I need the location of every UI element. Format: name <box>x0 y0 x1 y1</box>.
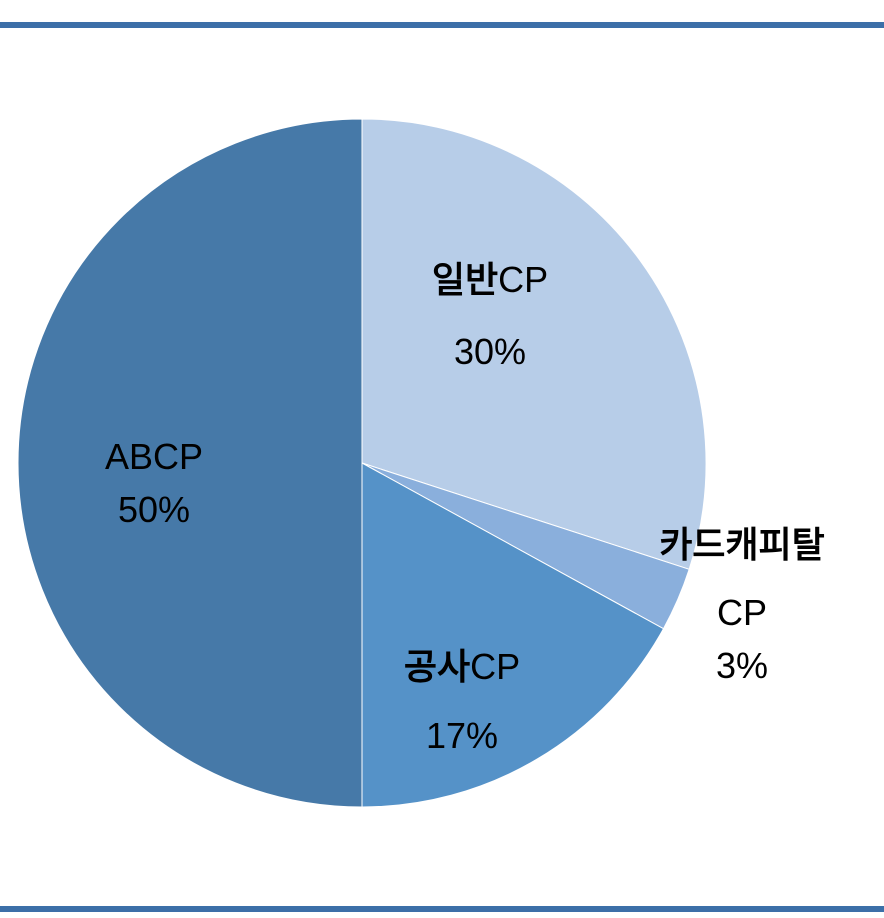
slice-pct-card-capital: 3% <box>716 645 768 686</box>
pie-slice-public-corp-cp <box>361 462 665 808</box>
slice-label-card-capital-cp: CP <box>717 592 767 633</box>
pie-slice-general-cp <box>361 118 707 570</box>
top-rule <box>0 22 884 28</box>
slice-label-abcp: ABCP <box>105 436 203 477</box>
bottom-rule <box>0 906 884 912</box>
pie-slice-abcp <box>17 118 363 808</box>
slice-label-general-cp: 일반CP <box>432 259 548 301</box>
slice-pct-abcp: 50% <box>118 489 190 530</box>
slice-label-public-corp-cp: 공사CP <box>404 646 520 688</box>
slice-label-card-capital: 카드캐피탈 <box>659 525 825 566</box>
pie-slices <box>17 118 707 808</box>
slice-pct-general-cp: 30% <box>454 331 526 372</box>
slice-pct-public-corp-cp: 17% <box>426 715 498 756</box>
